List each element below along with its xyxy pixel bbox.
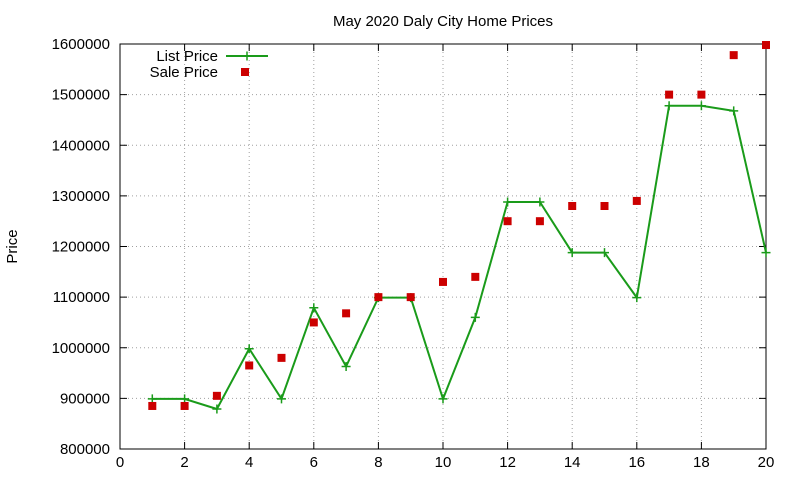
list-price-point <box>277 394 286 404</box>
legend-marker-sale-price <box>241 68 249 76</box>
series-sale-price <box>148 41 770 410</box>
sale-price-point <box>374 293 383 302</box>
list-price-point <box>761 248 771 258</box>
list-price-point <box>212 404 222 414</box>
legend-label-list-price: List Price <box>156 48 218 65</box>
y-tick-label: 1000000 <box>52 340 110 357</box>
list-price-point <box>600 248 609 258</box>
y-tick-labels: 800000 900000 1000000 1100000 1200000 1300000… <box>52 36 110 458</box>
sale-price-point <box>535 217 544 226</box>
list-price-point <box>567 248 577 258</box>
sale-price-point <box>406 293 415 302</box>
sale-price-point <box>471 272 480 281</box>
list-price-point <box>535 197 545 207</box>
x-tick-label: 6 <box>310 454 318 471</box>
sale-price-point <box>439 277 447 286</box>
x-tick-label: 8 <box>374 454 382 471</box>
legend-marker-list-price <box>242 51 252 61</box>
y-tick-label: 1500000 <box>52 87 110 104</box>
y-tick-label: 1200000 <box>52 239 110 256</box>
x-tick-label: 12 <box>499 454 516 471</box>
list-price-point <box>309 303 319 313</box>
list-price-point <box>729 106 739 116</box>
y-tick-label: 900000 <box>60 390 110 407</box>
x-tick-label: 4 <box>245 454 253 471</box>
y-tick-label: 1600000 <box>52 36 110 53</box>
sale-price-point <box>729 51 738 60</box>
legend: List Price Sale Price <box>150 48 268 81</box>
x-tick-label: 2 <box>180 454 188 471</box>
sale-price-point <box>762 41 770 50</box>
list-price-point <box>470 312 480 322</box>
x-tick-label: 10 <box>435 454 452 471</box>
list-price-point <box>147 394 157 404</box>
list-price-point <box>696 101 706 111</box>
sale-price-point <box>568 202 577 210</box>
sale-price-point <box>503 217 512 226</box>
x-tick-label: 14 <box>564 454 581 471</box>
list-price-point <box>180 394 190 404</box>
sale-price-point <box>697 90 706 99</box>
list-price-point <box>664 101 674 111</box>
sale-price-point <box>245 361 254 370</box>
y-tick-label: 1300000 <box>52 188 110 205</box>
series-line <box>152 104 767 411</box>
legend-label-sale-price: Sale Price <box>150 64 218 81</box>
y-tick-label: 1400000 <box>52 137 110 154</box>
x-tick-label: 16 <box>628 454 645 471</box>
series-layer <box>147 41 771 414</box>
list-price-point <box>503 197 513 207</box>
sale-price-point <box>212 391 221 400</box>
sale-price-point <box>180 401 189 410</box>
y-tick-label: 800000 <box>60 441 110 458</box>
sale-price-point <box>600 202 609 210</box>
sale-price-point <box>148 401 157 410</box>
sale-price-point <box>632 196 641 205</box>
y-axis-label: Price <box>4 229 21 263</box>
list-price-point <box>244 344 254 354</box>
x-tick-label: 0 <box>116 454 124 471</box>
x-tick-label: 18 <box>693 454 710 471</box>
list-price-point <box>438 394 448 404</box>
list-price-point <box>341 361 351 371</box>
x-tick-labels: 0 2 4 6 8 10 12 14 16 18 20 <box>116 454 775 471</box>
list-price-point <box>632 293 642 303</box>
y-tick-label: 1100000 <box>53 289 110 306</box>
series-list-price <box>147 101 771 414</box>
sale-price-point <box>309 318 318 327</box>
chart-title: May 2020 Daly City Home Prices <box>333 13 553 30</box>
sale-price-point <box>342 309 351 318</box>
sale-price-point <box>277 353 286 362</box>
sale-price-point <box>665 90 674 99</box>
x-tick-label: 20 <box>758 454 775 471</box>
